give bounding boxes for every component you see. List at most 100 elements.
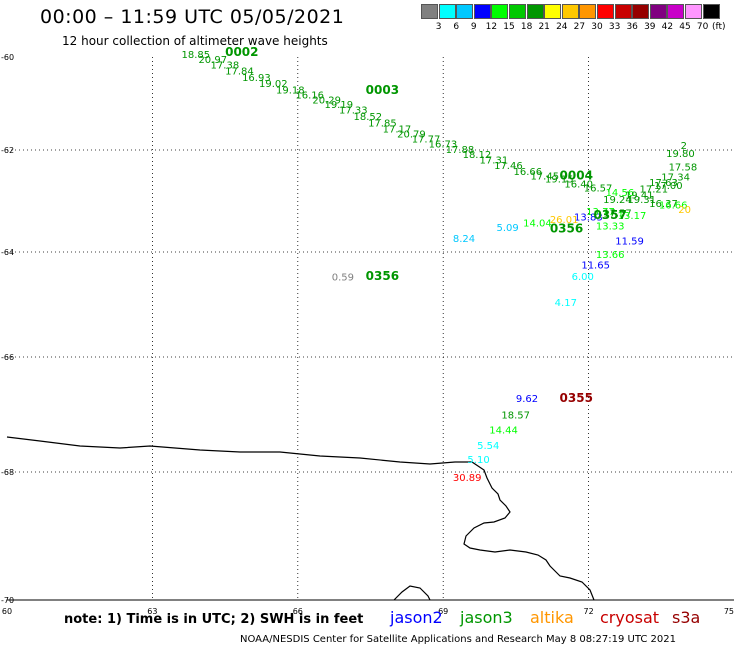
altimeter-track: 18.8520.9717.3817.8416.9319.0219.1816.16… — [181, 45, 697, 484]
scale-label: 70 — [696, 22, 709, 32]
wave-height-label: 2 — [681, 141, 687, 152]
scale-swatch — [544, 4, 562, 19]
scale-label: 15 — [503, 22, 515, 32]
graticule-grid — [7, 57, 734, 601]
wave-height-label: 17.84 — [225, 67, 254, 78]
lat-tick-label: -62 — [1, 146, 14, 155]
wave-height-label: 20.79 — [397, 129, 426, 140]
wave-height-label: 16.16 — [295, 90, 324, 101]
scale-swatch — [421, 4, 438, 19]
wave-height-label: 17.34 — [661, 173, 690, 184]
wave-height-label: 17.31 — [480, 155, 509, 166]
lon-tick-label: 69 — [438, 607, 448, 616]
scale-label: 45 — [679, 22, 691, 32]
wave-height-label: 19.02 — [259, 79, 288, 90]
map-title: 00:00 – 11:59 UTC 05/05/2021 — [40, 6, 345, 28]
wave-height-label: 14.56 — [606, 188, 635, 199]
wave-height-label: 19.41 — [625, 190, 654, 201]
wave-height-label: 17.57 — [603, 208, 632, 219]
wave-height-label: 13.66 — [596, 250, 625, 261]
wave-height-label: 17.33 — [339, 106, 368, 117]
wave-height-label: 18.85 — [181, 50, 210, 61]
scale-swatch — [509, 4, 526, 19]
wave-height-label: 13.83 — [574, 212, 603, 223]
wave-height-label: 0.59 — [332, 272, 354, 283]
wave-height-label: 8.24 — [453, 234, 475, 245]
scale-swatch — [473, 4, 491, 19]
wave-height-label: 17.17 — [383, 124, 412, 135]
scale-swatch — [614, 4, 632, 19]
wave-height-label: 14.04 — [523, 219, 552, 230]
wave-height-label: 19.31 — [627, 195, 656, 206]
scale-swatch — [685, 4, 702, 19]
scale-swatch — [667, 4, 685, 19]
scale-label: 18 — [520, 22, 533, 32]
pass-time-label: 0357 — [593, 208, 626, 222]
lat-tick-label: -70 — [1, 596, 14, 605]
scale-unit: (ft) — [712, 22, 726, 32]
coastline-inlet — [393, 585, 431, 601]
coastline — [6, 436, 595, 601]
wave-height-label: 17.88 — [446, 145, 475, 156]
pass-time-label: 0002 — [225, 45, 258, 59]
scale-label: 6 — [453, 22, 460, 32]
wave-height-label: 17.00 — [654, 181, 683, 192]
wave-height-label: 17.46 — [494, 161, 523, 172]
scale-label: 3 — [435, 22, 442, 32]
lat-tick-label: -64 — [1, 248, 14, 257]
pass-time-label: 0004 — [560, 169, 593, 183]
scale-swatch — [579, 4, 597, 19]
scale-label: 21 — [538, 22, 550, 32]
wave-height-label: 17.63 — [649, 178, 678, 189]
wave-height-label: 20 — [678, 205, 691, 216]
scale-swatch — [702, 4, 720, 19]
mission-label-jason2: jason2 — [390, 608, 443, 627]
wave-height-label: 11.65 — [581, 260, 610, 271]
scale-label: 33 — [608, 22, 621, 32]
wave-height-label: 17.45 — [530, 172, 559, 183]
wave-height-label: 5.10 — [467, 455, 489, 466]
wave-height-label: 14.44 — [489, 425, 518, 436]
lon-tick-label: 60 — [2, 607, 12, 616]
wave-height-label: 20.29 — [312, 96, 341, 107]
wave-height-label: 17.85 — [368, 118, 397, 129]
wave-height-label: 16.66 — [513, 167, 542, 178]
wave-height-label: 16.66 — [659, 201, 688, 212]
scale-label: 9 — [470, 22, 477, 32]
pass-time-label: 0003 — [366, 83, 399, 97]
scale-label: 12 — [485, 22, 498, 32]
wave-height-label: 17.77 — [412, 135, 441, 146]
wave-height-label: 16.57 — [584, 183, 613, 194]
wave-height-label: 20.97 — [198, 55, 227, 66]
scale-swatch — [526, 4, 544, 19]
lat-tick-label: -66 — [1, 353, 14, 362]
footer-credit: NOAA/NESDIS Center for Satellite Applica… — [240, 634, 676, 645]
wave-height-label: 30.89 — [453, 473, 482, 484]
wave-height-label: 19.24 — [603, 195, 632, 206]
wave-height-label: 18.12 — [463, 150, 492, 161]
wave-height-label: 17.21 — [639, 184, 668, 195]
wave-height-label: 13.33 — [596, 222, 625, 233]
scale-swatch — [649, 4, 667, 19]
scale-label: 30 — [591, 22, 603, 32]
scale-label: 36 — [626, 22, 638, 32]
wave-height-label: 19.80 — [666, 149, 695, 160]
wave-height-label: 13.77 — [586, 207, 615, 218]
mission-label-altika: altika — [530, 608, 574, 627]
mission-label-s3a: s3a — [672, 608, 701, 627]
pass-time-label: 0356 — [366, 269, 399, 283]
scale-swatch — [632, 4, 650, 19]
scale-label: 42 — [661, 22, 674, 32]
wave-height-label: 16.93 — [242, 73, 271, 84]
scale-label: 24 — [556, 22, 568, 32]
pass-time-label: 0356 — [550, 222, 583, 236]
wave-height-label: 17.58 — [669, 162, 698, 173]
wave-height-label: 5.54 — [477, 441, 499, 452]
wave-height-label: 19.15 — [545, 175, 574, 186]
lat-tick-label: -68 — [1, 468, 14, 477]
wave-height-label: 4.17 — [555, 298, 577, 309]
scale-swatch — [561, 4, 579, 19]
scale-label: 39 — [644, 22, 656, 32]
coastline-main — [6, 436, 595, 601]
mission-label-cryosat: cryosat — [600, 608, 660, 627]
